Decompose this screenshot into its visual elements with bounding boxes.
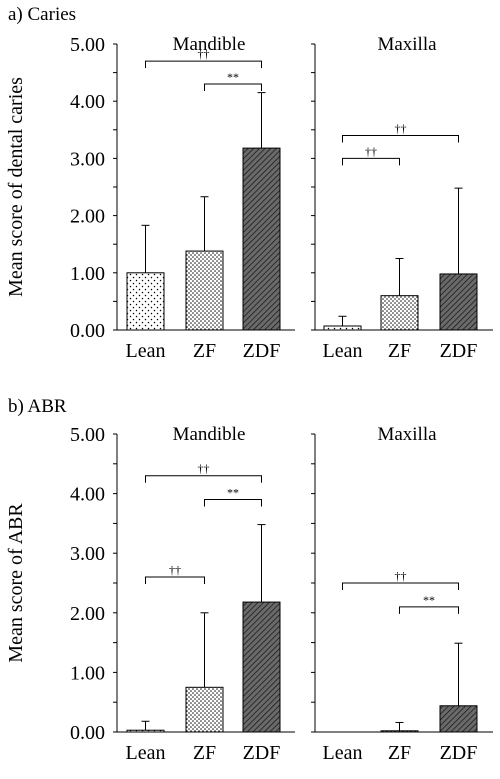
significance-label: †† xyxy=(198,462,210,476)
significance-bracket xyxy=(204,499,262,507)
bar-zdf xyxy=(439,273,478,331)
bar-lean xyxy=(126,272,165,331)
y-tick-label: 3.00 xyxy=(70,148,105,170)
significance-label: †† xyxy=(395,122,407,136)
bar-zf xyxy=(380,730,419,733)
bar-lean xyxy=(126,729,165,733)
panel-mandible: Mandible 0.00 1.00 2.00 3.00 4.00 5.00 Lean ZF ZD… xyxy=(70,424,295,764)
significance-bracket xyxy=(399,606,459,614)
category-label: Lean xyxy=(126,340,166,362)
panel-maxilla: Maxilla Lean ZF ZDF †† †† xyxy=(311,34,493,362)
y-tick-label: 5.00 xyxy=(70,424,105,446)
panel-maxilla: Maxilla Lean ZF ZDF †† ** xyxy=(311,424,493,764)
y-tick-label: 5.00 xyxy=(70,34,105,56)
bar-zf xyxy=(380,295,419,331)
category-label: Lean xyxy=(126,742,166,764)
category-label: ZF xyxy=(388,340,411,362)
y-tick-label: 0.00 xyxy=(70,722,105,744)
bar-zf xyxy=(185,686,224,733)
significance-bracket xyxy=(145,60,262,69)
significance-bracket xyxy=(342,157,400,166)
category-label: ZDF xyxy=(243,742,281,764)
y-tick-label: 2.00 xyxy=(70,206,105,228)
significance-label: †† xyxy=(395,569,407,583)
significance-bracket xyxy=(342,582,459,590)
section-label: a) Caries xyxy=(8,4,76,25)
y-tick-label: 4.00 xyxy=(70,484,105,506)
bar-zf xyxy=(185,250,224,331)
significance-bracket xyxy=(204,83,262,92)
category-label: ZDF xyxy=(440,340,478,362)
significance-bracket xyxy=(342,135,459,143)
bar-lean xyxy=(323,325,362,331)
significance-label: †† xyxy=(169,563,181,577)
y-axis-label: Mean score of dental caries xyxy=(5,77,27,297)
category-label: ZDF xyxy=(243,340,281,362)
significance-label: †† xyxy=(198,47,210,61)
bar-zdf xyxy=(439,705,478,733)
y-tick-label: 1.00 xyxy=(70,263,105,285)
significance-bracket xyxy=(145,475,262,483)
category-label: Lean xyxy=(323,742,363,764)
panel-title: Mandible xyxy=(173,424,246,445)
significance-bracket xyxy=(145,576,205,585)
panel-mandible: Mandible 0.00 1.00 2.00 3.00 4.00 5.00 Lean ZF ZD… xyxy=(70,34,295,362)
category-label: ZF xyxy=(388,742,411,764)
panel-title: Mandible xyxy=(173,34,246,55)
significance-label: ** xyxy=(227,70,239,84)
significance-label: ** xyxy=(227,486,239,500)
category-label: ZDF xyxy=(440,742,478,764)
y-axis-label: Mean score of ABR xyxy=(5,503,27,663)
y-tick-label: 4.00 xyxy=(70,91,105,113)
panel-title: Maxilla xyxy=(377,424,437,445)
bar-zdf xyxy=(242,147,281,331)
y-tick-label: 2.00 xyxy=(70,603,105,625)
y-tick-label: 1.00 xyxy=(70,662,105,684)
category-label: ZF xyxy=(193,340,216,362)
y-tick-label: 0.00 xyxy=(70,320,105,342)
category-label: Lean xyxy=(323,340,363,362)
y-tick-label: 3.00 xyxy=(70,543,105,565)
significance-label: †† xyxy=(365,144,377,158)
category-label: ZF xyxy=(193,742,216,764)
bar-zdf xyxy=(242,601,281,733)
chart-section-2: b) ABR Mean score of ABR Mandible 0.00 1.00 2… xyxy=(5,396,493,764)
section-label: b) ABR xyxy=(8,396,67,417)
panel-title: Maxilla xyxy=(377,34,437,55)
significance-label: ** xyxy=(423,593,435,607)
chart-section-1: a) Caries Mean score of dental caries Mand… xyxy=(5,4,493,362)
